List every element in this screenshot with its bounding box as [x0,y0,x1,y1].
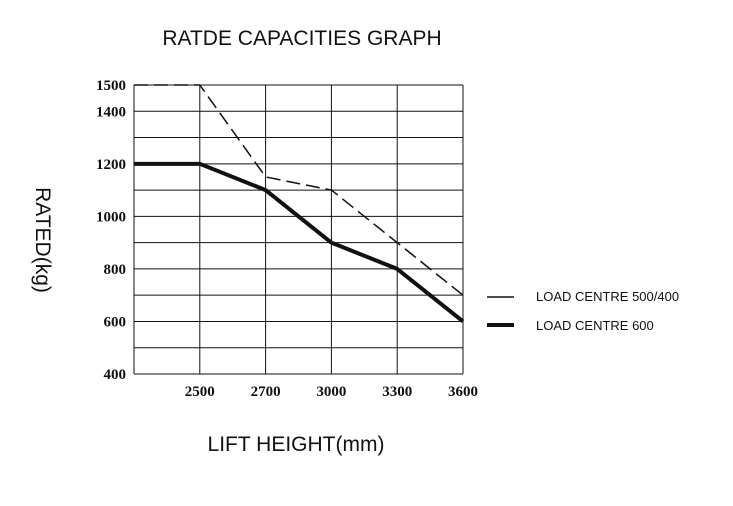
y-tick-label: 400 [104,367,127,383]
y-tick-label: 1500 [96,78,126,94]
x-tick-label: 3300 [382,384,412,400]
x-axis-ticks: 2500 2700 3000 3300 3600 [185,384,478,400]
y-tick-label: 1400 [96,104,126,120]
y-axis-ticks: 400 600 800 1000 1200 1400 1500 [96,78,126,383]
y-tick-label: 1200 [96,157,126,173]
series-layer [134,84,465,324]
legend: LOAD CENTRE 500/400 LOAD CENTRE 600 [487,289,679,333]
x-tick-label: 2700 [251,384,281,400]
y-axis-label: RATED(kg) [31,187,54,293]
y-tick-label: 600 [104,314,127,330]
y-tick-label: 1000 [96,209,126,225]
series-line-load-centre-500-400 [134,84,464,296]
x-tick-label: 3600 [448,384,478,400]
x-tick-label: 3000 [316,384,346,400]
x-axis-label: LIFT HEIGHT(mm) [208,433,385,456]
legend-label-load-centre-500-400: LOAD CENTRE 500/400 [536,289,679,304]
series-line-load-centre-600 [134,161,465,324]
chart-title: RATDE CAPACITIES GRAPH [162,27,441,50]
plot-grid [133,84,464,375]
y-tick-label: 800 [104,262,127,278]
legend-label-load-centre-600: LOAD CENTRE 600 [536,318,654,333]
x-tick-label: 2500 [185,384,215,400]
